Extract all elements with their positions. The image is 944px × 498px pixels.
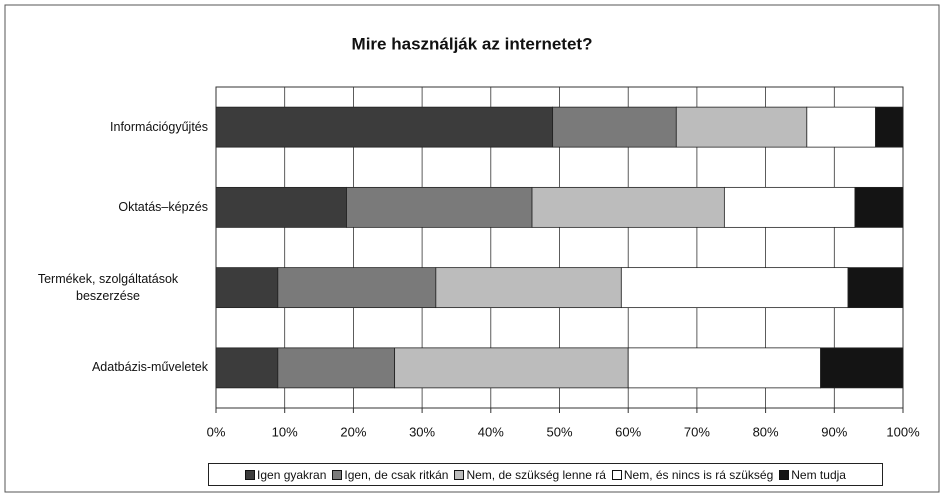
legend-swatch	[454, 469, 465, 480]
y-tick-label: Adatbázis-műveletek	[8, 346, 208, 390]
bar-segment	[675, 106, 808, 148]
bar-segment	[627, 347, 821, 389]
legend-item: Nem, de szükség lenne rá	[454, 467, 606, 482]
bar-segment	[820, 347, 904, 389]
legend-label: Nem, de szükség lenne rá	[466, 467, 606, 482]
legend-item: Igen gyakran	[245, 468, 326, 482]
x-tick-label: 0%	[207, 424, 226, 439]
legend-label: Igen, de csak ritkán	[344, 467, 449, 482]
y-tick-label-text: Információgyűjtés	[110, 119, 208, 134]
bar-segment	[346, 186, 533, 228]
legend-swatch	[245, 469, 256, 480]
y-tick-label-text: Adatbázis-műveletek	[91, 360, 208, 375]
x-tick-label: 10%	[272, 424, 298, 439]
bar-segment	[847, 267, 904, 309]
legend-swatch	[611, 469, 622, 480]
y-tick-label: Oktatás–képzés	[8, 185, 208, 229]
x-tick-label: 60%	[615, 424, 641, 439]
legend-item: Nem tudja	[779, 468, 846, 482]
x-tick-label: 80%	[753, 424, 779, 439]
x-tick-label: 20%	[340, 424, 366, 439]
x-tick-label: 70%	[684, 424, 710, 439]
bar-segment	[215, 267, 279, 309]
legend-label: Nem, és nincs is rá szükség	[623, 467, 774, 482]
bar-segment	[552, 106, 677, 148]
bar-segment	[806, 106, 876, 148]
bar-segment	[723, 186, 856, 228]
legend-swatch	[332, 469, 343, 480]
x-tick-label: 100%	[886, 424, 920, 439]
bar-segment	[394, 347, 629, 389]
bar-segment	[215, 186, 347, 228]
bar-segment	[620, 267, 849, 309]
y-tick-label-text: Termékek, szolgáltatások beszerzése	[37, 271, 179, 303]
bar-segment	[531, 186, 725, 228]
bar-segment	[215, 347, 279, 389]
y-tick-label-text: Oktatás–képzés	[118, 199, 208, 214]
y-tick-label: Információgyűjtés	[8, 105, 208, 149]
legend-item: Igen, de csak ritkán	[332, 468, 448, 482]
bar-segment	[215, 106, 554, 148]
x-tick-label: 40%	[478, 424, 504, 439]
bar-segment	[854, 186, 904, 228]
bar-segment	[875, 106, 904, 148]
bar-segment	[277, 347, 396, 389]
x-tick-label: 90%	[821, 424, 847, 439]
legend-item: Nem, és nincs is rá szükség	[611, 467, 774, 482]
x-tick-label: 50%	[546, 424, 572, 439]
legend-label: Nem tudja	[791, 467, 846, 482]
legend-label: Igen gyakran	[257, 467, 327, 482]
bar-segment	[277, 267, 437, 309]
chart-title: Mire használják az internetet?	[352, 34, 593, 53]
legend: Igen gyakran Igen, de csak ritkán Nem, de …	[208, 463, 883, 486]
legend-swatch	[779, 469, 790, 480]
bar-segment	[435, 267, 622, 309]
y-tick-label: Termékek, szolgáltatások beszerzése	[8, 266, 208, 310]
x-tick-label: 30%	[409, 424, 435, 439]
